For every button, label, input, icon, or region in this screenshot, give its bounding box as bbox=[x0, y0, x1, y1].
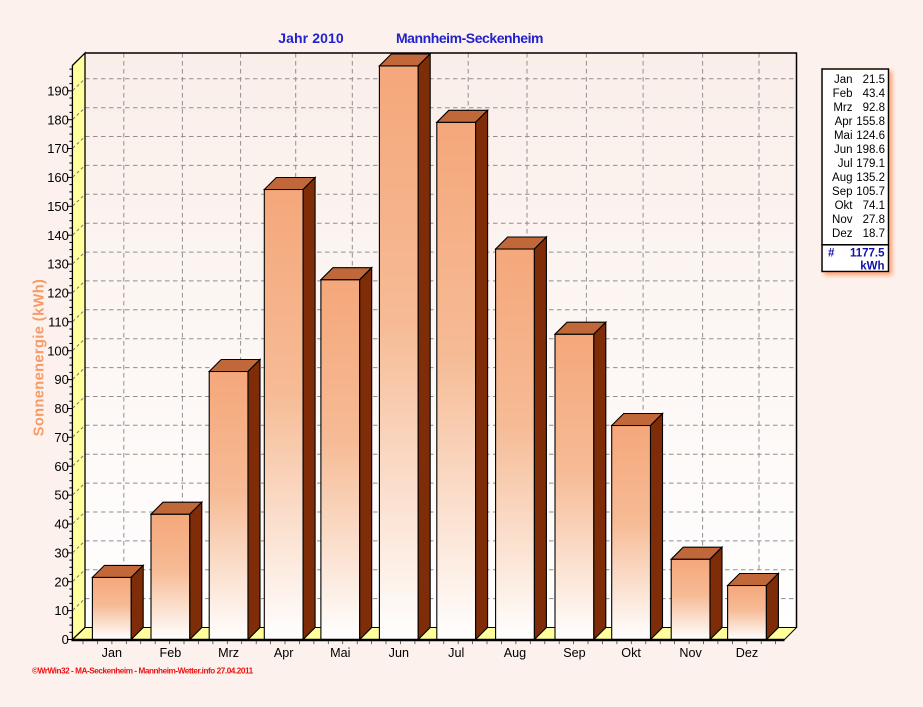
svg-text:160: 160 bbox=[47, 170, 69, 185]
svg-text:105.7: 105.7 bbox=[856, 186, 885, 198]
svg-text:Mai: Mai bbox=[834, 130, 853, 142]
svg-text:21.5: 21.5 bbox=[863, 74, 885, 86]
svg-text:30: 30 bbox=[54, 546, 68, 561]
svg-text:kWh: kWh bbox=[860, 261, 884, 273]
svg-text:124.6: 124.6 bbox=[856, 130, 885, 142]
svg-text:179.1: 179.1 bbox=[856, 158, 885, 170]
svg-text:Sep: Sep bbox=[832, 186, 852, 198]
svg-text:50: 50 bbox=[54, 488, 68, 503]
svg-text:80: 80 bbox=[54, 401, 68, 416]
svg-text:Mai: Mai bbox=[330, 646, 350, 660]
svg-text:Dez: Dez bbox=[736, 646, 758, 660]
svg-text:40: 40 bbox=[54, 517, 68, 532]
svg-text:130: 130 bbox=[47, 257, 69, 272]
svg-text:Sonnenenergie (kWh): Sonnenenergie (kWh) bbox=[31, 279, 47, 437]
svg-text:Jul: Jul bbox=[838, 158, 853, 170]
svg-text:Dez: Dez bbox=[832, 228, 853, 240]
svg-text:Apr: Apr bbox=[274, 646, 294, 660]
svg-text:Jan: Jan bbox=[102, 646, 122, 660]
svg-text:140: 140 bbox=[47, 228, 69, 243]
svg-text:100: 100 bbox=[47, 343, 69, 358]
svg-text:198.6: 198.6 bbox=[856, 144, 885, 156]
svg-text:Mrz: Mrz bbox=[218, 646, 239, 660]
svg-text:#: # bbox=[828, 248, 835, 260]
svg-text:©WrWin32 - MA-Seckenheim - Man: ©WrWin32 - MA-Seckenheim - Mannheim-Wett… bbox=[32, 667, 254, 676]
svg-text:70: 70 bbox=[54, 430, 68, 445]
svg-text:190: 190 bbox=[47, 83, 69, 98]
svg-text:1177.5: 1177.5 bbox=[850, 248, 885, 260]
svg-text:74.1: 74.1 bbox=[863, 200, 885, 212]
svg-text:10: 10 bbox=[54, 603, 68, 618]
svg-text:120: 120 bbox=[47, 286, 69, 301]
svg-text:Jun: Jun bbox=[834, 144, 853, 156]
svg-text:0: 0 bbox=[62, 632, 69, 647]
svg-text:92.8: 92.8 bbox=[863, 102, 885, 114]
svg-text:Jun: Jun bbox=[389, 646, 409, 660]
svg-text:60: 60 bbox=[54, 459, 68, 474]
svg-text:Mannheim-Seckenheim: Mannheim-Seckenheim bbox=[396, 30, 543, 46]
svg-text:Jul: Jul bbox=[448, 646, 464, 660]
svg-text:Feb: Feb bbox=[160, 646, 182, 660]
svg-text:Jahr 2010: Jahr 2010 bbox=[278, 30, 344, 46]
svg-text:90: 90 bbox=[54, 372, 68, 387]
svg-text:Sep: Sep bbox=[563, 646, 585, 660]
svg-text:18.7: 18.7 bbox=[863, 228, 885, 240]
svg-text:Aug: Aug bbox=[504, 646, 526, 660]
svg-text:180: 180 bbox=[47, 112, 69, 127]
svg-text:135.2: 135.2 bbox=[856, 172, 885, 184]
svg-text:20: 20 bbox=[54, 574, 68, 589]
svg-text:Jan: Jan bbox=[834, 74, 853, 86]
svg-text:110: 110 bbox=[48, 314, 69, 329]
svg-text:27.8: 27.8 bbox=[863, 214, 885, 226]
svg-text:43.4: 43.4 bbox=[863, 88, 886, 100]
svg-text:Feb: Feb bbox=[833, 88, 853, 100]
svg-text:Aug: Aug bbox=[832, 172, 852, 184]
svg-text:Nov: Nov bbox=[679, 646, 702, 660]
svg-text:Okt: Okt bbox=[835, 200, 854, 212]
svg-text:150: 150 bbox=[47, 199, 69, 214]
svg-text:Apr: Apr bbox=[835, 116, 853, 128]
svg-text:Mrz: Mrz bbox=[833, 102, 852, 114]
svg-text:170: 170 bbox=[47, 141, 69, 156]
svg-text:Nov: Nov bbox=[832, 214, 853, 226]
svg-text:Okt: Okt bbox=[621, 646, 641, 660]
svg-text:155.8: 155.8 bbox=[856, 116, 885, 128]
